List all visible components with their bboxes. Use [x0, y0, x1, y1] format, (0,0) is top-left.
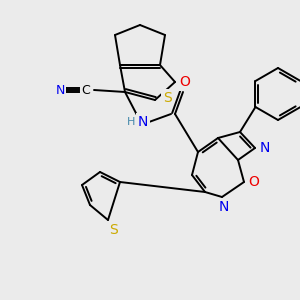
- Text: O: O: [180, 75, 190, 89]
- Text: H: H: [127, 117, 135, 127]
- Text: N: N: [55, 83, 65, 97]
- Text: N: N: [219, 200, 229, 214]
- Text: S: S: [109, 223, 117, 237]
- Text: O: O: [249, 175, 260, 189]
- Text: S: S: [163, 91, 171, 105]
- Text: C: C: [82, 83, 90, 97]
- Text: N: N: [138, 115, 148, 129]
- Text: N: N: [260, 141, 270, 155]
